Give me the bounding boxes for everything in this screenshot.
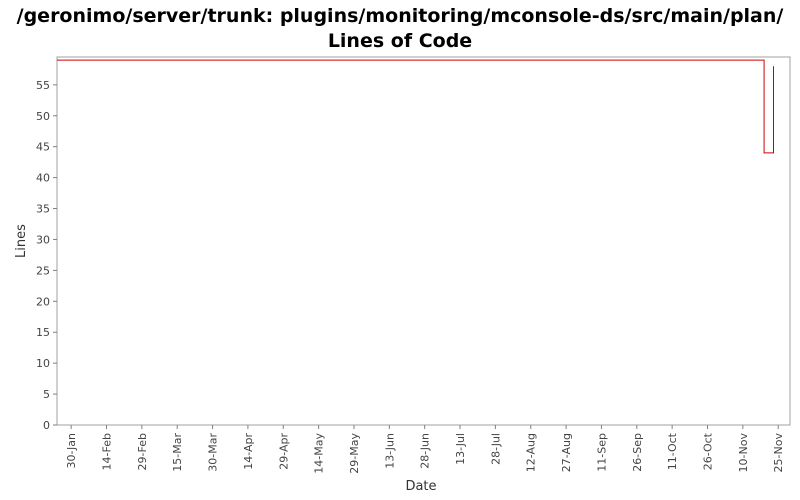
y-tick-label: 15 [36, 326, 50, 339]
y-tick-label: 10 [36, 357, 50, 370]
x-axis-label: Date [405, 479, 436, 494]
y-tick-label: 25 [36, 264, 50, 277]
y-tick-label: 50 [36, 110, 50, 123]
x-tick-label: 11-Oct [666, 432, 679, 470]
x-axis: 30-Jan 14-Feb 29-Feb 15-Mar 30-Mar 14-Apr 29-A… [65, 425, 785, 474]
x-tick-label: 13-Jul [454, 433, 467, 465]
y-axis: 0 5 10 15 20 25 30 35 40 45 50 55 [36, 79, 57, 432]
x-tick-label: 12-Aug [525, 433, 538, 472]
x-tick-label: 10-Nov [737, 433, 750, 473]
x-tick-label: 14-Feb [100, 433, 113, 470]
x-tick-label: 28-Jun [419, 433, 432, 469]
x-tick-label: 30-Jan [65, 433, 78, 469]
x-tick-label: 26-Oct [702, 432, 715, 470]
y-tick-label: 20 [36, 295, 50, 308]
y-tick-label: 55 [36, 79, 50, 92]
y-tick-label: 35 [36, 203, 50, 216]
y-tick-label: 45 [36, 141, 50, 154]
x-tick-label: 14-May [313, 433, 326, 474]
chart-title-line-1: /geronimo/server/trunk: plugins/monitori… [16, 5, 784, 27]
x-tick-label: 26-Sep [631, 433, 644, 472]
x-tick-label: 29-May [348, 433, 361, 474]
plot-area [56, 56, 791, 426]
y-axis-label: Lines [14, 224, 29, 258]
y-tick-label: 5 [43, 388, 50, 401]
x-tick-label: 29-Feb [136, 433, 149, 470]
chart-title-line-2: Lines of Code [327, 30, 473, 52]
y-tick-label: 30 [36, 233, 50, 246]
x-tick-label: 25-Nov [772, 433, 785, 473]
x-tick-label: 30-Mar [207, 433, 220, 472]
y-tick-label: 0 [43, 419, 50, 432]
chart-title: /geronimo/server/trunk: plugins/monitori… [0, 4, 800, 54]
x-tick-label: 28-Jul [489, 433, 502, 465]
y-tick-label: 40 [36, 172, 50, 185]
x-tick-label: 11-Sep [595, 433, 608, 472]
series-layer [56, 59, 775, 154]
x-tick-label: 15-Mar [171, 433, 184, 472]
x-tick-label: 27-Aug [560, 433, 573, 472]
x-tick-label: 14-Apr [242, 433, 255, 470]
x-tick-label: 29-Apr [277, 433, 290, 470]
x-tick-label: 13-Jun [383, 433, 396, 469]
